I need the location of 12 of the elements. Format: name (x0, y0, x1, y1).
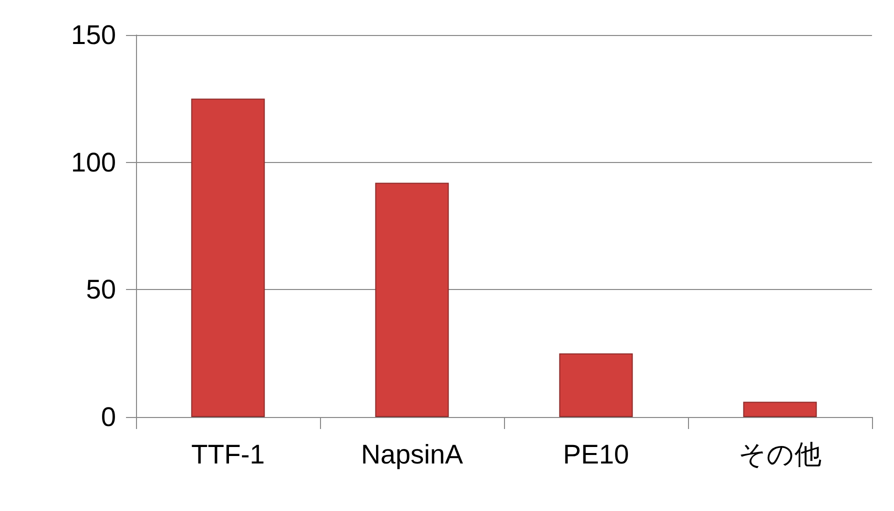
bar (191, 98, 265, 417)
x-tick-label: TTF-1 (191, 440, 265, 470)
y-tick-label: 100 (70, 147, 116, 178)
x-tick-label: PE10 (562, 440, 630, 470)
y-tick-label: 0 (100, 402, 116, 432)
bar (375, 182, 449, 417)
y-tick-label: 50 (86, 274, 116, 305)
x-tick-label: その他 (738, 440, 822, 470)
y-tick-label: 150 (70, 20, 116, 50)
bar (743, 402, 817, 417)
bar (559, 353, 633, 417)
x-tick-label: NapsinA (360, 440, 464, 470)
